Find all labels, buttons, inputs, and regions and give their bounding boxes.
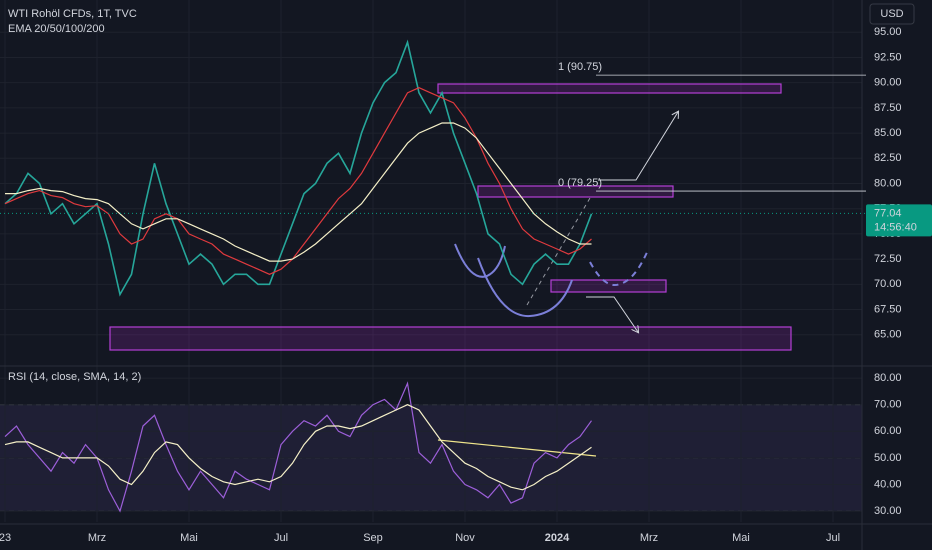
- x-tick-label: Mrz: [88, 532, 106, 544]
- currency-button[interactable]: [869, 3, 915, 25]
- y-tick-label: 60.00: [874, 425, 902, 437]
- y-tick-label: 82.50: [874, 152, 902, 164]
- y-tick-label: 80.00: [874, 372, 902, 384]
- y-tick-label: 70.00: [874, 399, 902, 411]
- series-line: [4, 404, 592, 491]
- x-tick-label: 2024: [545, 532, 570, 544]
- y-tick-label: 50.00: [874, 452, 902, 464]
- series-line: [4, 381, 592, 513]
- last-price-box: [866, 204, 932, 237]
- zone: [550, 279, 667, 293]
- y-tick-label: 30.00: [874, 505, 902, 517]
- y-tick-label: 70.00: [874, 278, 902, 290]
- chart-title: WTI Rohöl CFDs, 1T, TVC: [8, 8, 137, 20]
- fib-label: 1 (90.75): [558, 61, 602, 73]
- rsi-trend-line: [437, 439, 597, 457]
- y-tick-label: 95.00: [874, 26, 902, 38]
- rsi-title: RSI (14, close, SMA, 14, 2): [8, 371, 141, 383]
- currency-label[interactable]: USD: [880, 8, 903, 20]
- y-tick-label: 85.00: [874, 127, 902, 139]
- pattern-curve: [589, 249, 649, 286]
- fib-label: 0 (79.25): [558, 177, 602, 189]
- x-tick-label: Nov: [455, 532, 475, 544]
- series-line: [4, 39, 593, 297]
- x-tick-label: Jul: [826, 532, 840, 544]
- series: [4, 39, 593, 513]
- drawings: [109, 83, 792, 457]
- pattern-curve: [454, 243, 506, 278]
- pattern-curve: [477, 257, 573, 318]
- zone: [109, 326, 792, 351]
- zone: [437, 83, 782, 94]
- series-line: [4, 87, 592, 275]
- y-tick-label: 40.00: [874, 478, 902, 490]
- y-tick-label: 92.50: [874, 51, 902, 63]
- y-tick-label: 65.00: [874, 329, 902, 341]
- y-tick-label: 80.00: [874, 177, 902, 189]
- x-tick-label: Sep: [363, 532, 383, 544]
- x-tick-label: 23: [0, 532, 11, 544]
- x-tick-label: Mai: [180, 532, 198, 544]
- arrow: [586, 296, 638, 332]
- x-tick-label: Mai: [732, 532, 750, 544]
- indicator-label: EMA 20/50/100/200: [8, 23, 105, 35]
- countdown-label: 14:56:40: [874, 221, 917, 233]
- y-tick-label: 87.50: [874, 102, 902, 114]
- y-tick-label: 67.50: [874, 303, 902, 315]
- x-tick-label: Jul: [274, 532, 288, 544]
- arrow: [598, 112, 678, 181]
- series-line: [5, 122, 592, 262]
- last-price-label: 77.04: [874, 207, 902, 219]
- y-tick-label: 90.00: [874, 77, 902, 89]
- zone: [477, 185, 674, 198]
- x-tick-label: Mrz: [640, 532, 658, 544]
- y-tick-label: 72.50: [874, 253, 902, 265]
